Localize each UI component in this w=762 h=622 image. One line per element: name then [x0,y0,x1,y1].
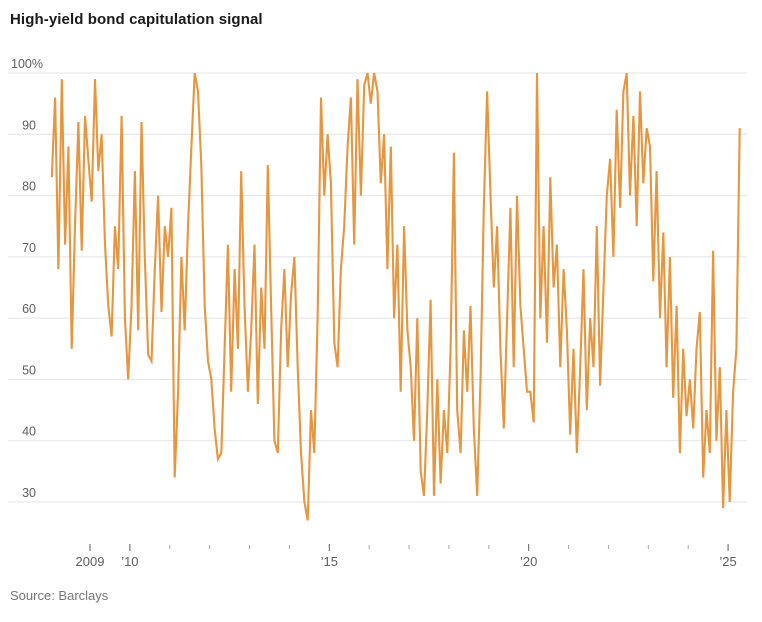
x-axis-tick-label: ’25 [719,554,736,569]
y-axis-tick-label: 90 [22,118,36,132]
y-axis-tick-label: 50 [22,363,36,377]
chart-title: High-yield bond capitulation signal [10,11,263,28]
x-axis-tick-label: 2009 [76,554,105,569]
y-axis-tick-label: 100% [11,57,43,71]
y-axis-tick-label: 30 [22,486,36,500]
capitulation-signal-line [50,72,741,521]
y-axis-tick-label: 80 [22,180,36,194]
x-axis-tick-label: ’10 [121,554,138,569]
source-attribution: Source: Barclays [10,588,109,603]
x-axis-tick-label: ’15 [321,554,338,569]
y-axis-tick-label: 70 [22,241,36,255]
y-axis-tick-label: 60 [22,302,36,316]
x-axis-tick-label: ’20 [520,554,537,569]
y-axis-tick-label: 40 [22,425,36,439]
